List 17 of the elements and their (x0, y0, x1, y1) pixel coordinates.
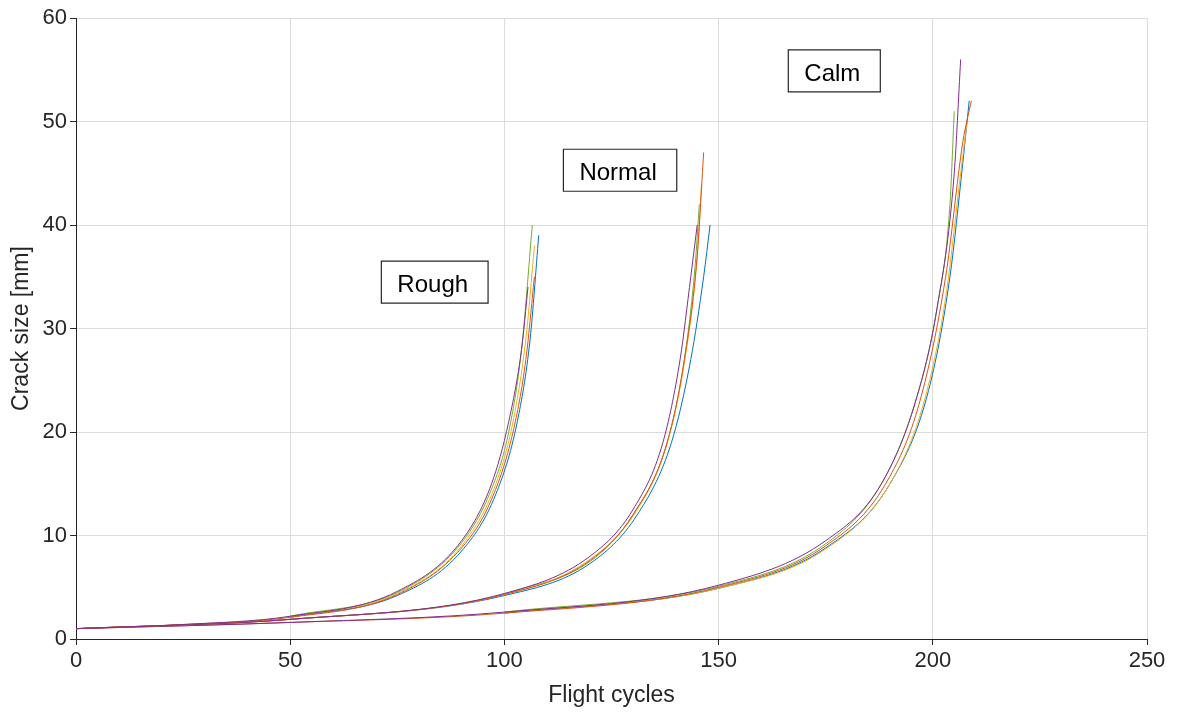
x-axis-title: Flight cycles (548, 680, 675, 707)
x-tick-label: 50 (278, 647, 303, 673)
annotation: Rough (397, 269, 469, 297)
x-tick-label: 150 (700, 647, 737, 673)
y-tick-label: 20 (42, 418, 68, 444)
annotation: Normal (579, 157, 657, 185)
y-tick-label: 10 (42, 521, 68, 547)
x-tick-label: 200 (914, 647, 952, 673)
y-axis-title: Crack size [mm] (7, 246, 34, 411)
y-tick-label: 30 (42, 314, 68, 340)
annotation: Calm (804, 58, 861, 86)
y-tick-label: 40 (42, 211, 68, 237)
y-tick-label: 50 (42, 107, 68, 133)
x-tick-label: 250 (1128, 647, 1166, 673)
x-tick-label: 100 (486, 647, 523, 673)
y-tick-label: 0 (54, 625, 68, 651)
y-tick-label: 60 (42, 4, 68, 30)
